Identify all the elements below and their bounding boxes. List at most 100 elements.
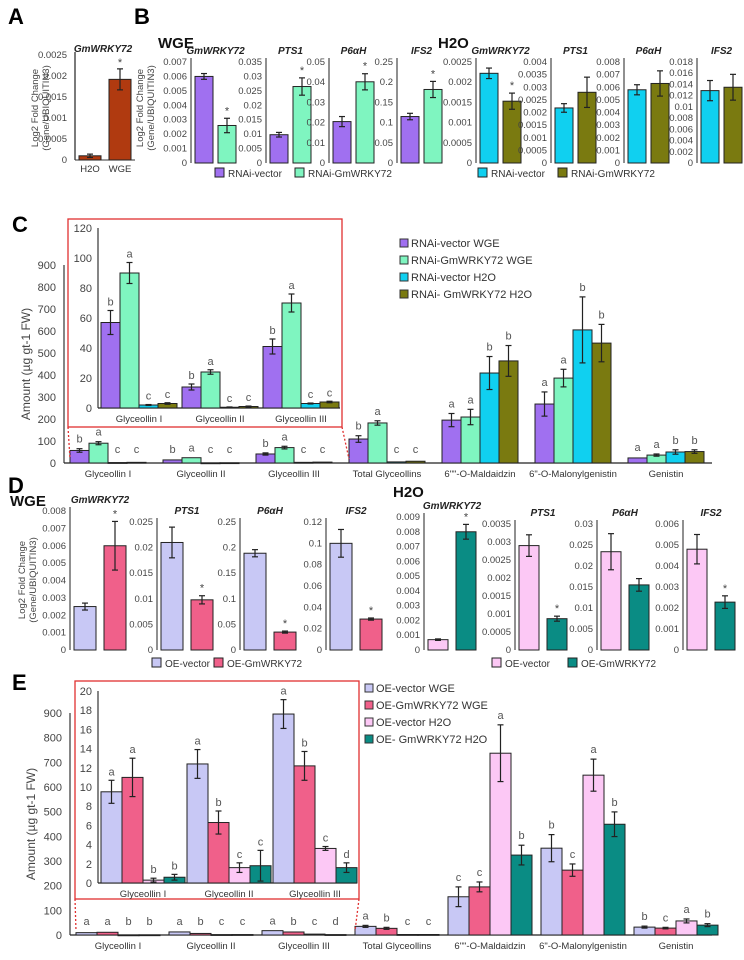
panel-d-h2o-gmwrky72-significance-mark: * bbox=[464, 511, 469, 523]
panel-c-significance-letter: a bbox=[281, 431, 288, 443]
panel-c-inset-bar bbox=[281, 302, 302, 409]
panel-b-wge-ifs2-ytick: 0.2 bbox=[380, 77, 393, 88]
panel-b-h2o-p6αh-ytick: 0.004 bbox=[596, 108, 620, 119]
panel-c-inset-significance-letter: c bbox=[146, 391, 152, 403]
panel-e-significance-letter: c bbox=[570, 849, 576, 861]
panel-a-ytick: 0 bbox=[62, 155, 67, 166]
panel-d-wge-gmwrky72-ytick: 0.008 bbox=[42, 506, 66, 517]
panel-e-significance-letter: c bbox=[456, 872, 462, 884]
panel-c-significance-letter: c bbox=[301, 444, 307, 456]
panel-c-bar bbox=[367, 422, 388, 464]
panel-d-wge-p6αh-ytick: 0.15 bbox=[218, 568, 237, 579]
panel-b-wge-pts1-significance-mark: * bbox=[300, 65, 305, 77]
panel-b-h2o-pts1-ytick: 0.003 bbox=[523, 82, 547, 93]
panel-b-wge-pts1-ytick: 0.025 bbox=[238, 86, 262, 97]
panel-label-d: D bbox=[8, 473, 24, 498]
panel-b-h2o-gmwrky72-significance-mark: * bbox=[510, 80, 515, 92]
panel-c-inset-significance-letter: a bbox=[126, 249, 133, 261]
panel-d-h2o-ifs2-ytick: 0.005 bbox=[655, 540, 679, 551]
panel-b-legend-label: RNAi-GmWRKY72 bbox=[308, 169, 392, 180]
panel-c-inset-significance-letter: c bbox=[327, 387, 333, 399]
panel-b-h2o-pts1-ytick: 0.0015 bbox=[518, 120, 547, 131]
panel-b-h2o-p6αh-ytick: 0.007 bbox=[596, 70, 620, 81]
panel-c-significance-letter: b bbox=[486, 342, 492, 354]
panel-b-wge-pts1-bar bbox=[269, 134, 289, 164]
panel-b-wge-gmwrky72-ytick: 0.003 bbox=[163, 115, 187, 126]
panel-c-bar bbox=[627, 457, 648, 464]
panel-b-h2o-pts1-ytick: 0.0035 bbox=[518, 70, 547, 81]
panel-e-inset-bar bbox=[186, 763, 209, 884]
panel-b-wge-ifs2-bar bbox=[423, 88, 443, 164]
panel-d-wge-gmwrky72-gene-title: GmWRKY72 bbox=[71, 495, 130, 506]
condition-label-d-h2o: H2O bbox=[393, 484, 424, 501]
panel-d-h2o-p6αh-ytick: 0.03 bbox=[575, 519, 594, 530]
panel-c-inset-ytick: 60 bbox=[80, 313, 92, 325]
panel-b-wge-gmwrky72-ytick: 0.006 bbox=[163, 71, 187, 82]
panel-d-wge-pts1-gene-title: PTS1 bbox=[174, 506, 199, 517]
panel-d-wge-pts1-ytick: 0.005 bbox=[129, 619, 153, 630]
panel-c-ytick: 200 bbox=[38, 414, 56, 426]
panel-e-ytick: 0 bbox=[56, 930, 62, 942]
panel-d-h2o-gmwrky72-bar bbox=[455, 531, 477, 651]
panel-b-h2o-ifs2-ytick: 0.002 bbox=[669, 147, 693, 158]
panel-e-inset-ytick: 10 bbox=[80, 782, 92, 794]
panel-d-h2o-pts1-significance-mark: * bbox=[555, 603, 560, 615]
panel-d-h2o-pts1-ytick: 0.001 bbox=[487, 609, 511, 620]
panel-c-inset-xtick: Glyceollin I bbox=[116, 414, 162, 425]
panel-d-wge-p6αh-ytick: 0.1 bbox=[223, 594, 236, 605]
panel-b-wge-p6αh-bar bbox=[355, 81, 375, 164]
panel-label-c: C bbox=[12, 212, 28, 237]
panel-d-y-axis-label: Log2 Fold Change(Gene/UBIQUITIN3) bbox=[17, 537, 39, 623]
panel-c-bar bbox=[88, 442, 109, 464]
panel-d-wge-ifs2-ytick: 0.12 bbox=[304, 517, 323, 528]
panel-d-wge-ifs2-bar bbox=[329, 542, 353, 651]
panel-b-h2o-ifs2-ytick: 0.014 bbox=[669, 79, 693, 90]
panel-d-wge-gmwrky72-bar bbox=[73, 606, 97, 651]
panel-c-legend-label: RNAi-vector WGE bbox=[411, 238, 500, 250]
panel-d-h2o-gmwrky72-bar bbox=[427, 639, 449, 651]
panel-e-significance-letter: b bbox=[641, 911, 647, 923]
panel-d-h2o-pts1-ytick: 0.0015 bbox=[482, 591, 511, 602]
panel-b-h2o-pts1-ytick: 0.004 bbox=[523, 57, 547, 68]
panel-e-bar bbox=[561, 869, 584, 936]
panel-d-legend-swatch bbox=[567, 657, 578, 668]
panel-d-h2o-ifs2-significance-mark: * bbox=[723, 583, 728, 595]
panel-c-legend-label: RNAi-vector H2O bbox=[411, 272, 496, 284]
panel-b-wge-p6αh-ytick: 0.04 bbox=[307, 77, 326, 88]
panel-e-inset-significance-letter: a bbox=[280, 686, 287, 698]
panel-c-bar bbox=[200, 462, 221, 465]
panel-c-inset-ytick: 120 bbox=[74, 223, 92, 235]
panel-e-inset-significance-letter: c bbox=[258, 836, 264, 848]
panel-b-wge-gmwrky72-ytick: 0.001 bbox=[163, 144, 187, 155]
condition-label-b-h2o: H2O bbox=[438, 35, 469, 52]
panel-e-significance-letter: a bbox=[590, 744, 597, 756]
panel-c-ytick: 100 bbox=[38, 436, 56, 448]
panel-d-h2o-pts1-ytick: 0.0025 bbox=[482, 555, 511, 566]
panel-d-h2o-pts1-ytick: 0.0005 bbox=[482, 627, 511, 638]
panel-c-significance-letter: a bbox=[653, 439, 660, 451]
panel-d-h2o-ifs2-ytick: 0.004 bbox=[655, 561, 679, 572]
panel-d-wge-pts1-bar bbox=[190, 599, 214, 651]
panel-c-inset-bar bbox=[119, 272, 140, 409]
panel-c-bar bbox=[162, 459, 183, 464]
panel-d-wge-gmwrky72-ytick: 0.007 bbox=[42, 523, 66, 534]
panel-c-significance-letter: a bbox=[560, 354, 567, 366]
panel-c-significance-letter: b bbox=[579, 282, 585, 294]
panel-d-h2o-p6αh-ytick: 0.01 bbox=[575, 603, 594, 614]
panel-e-bar bbox=[96, 931, 119, 936]
panel-e-significance-letter: a bbox=[362, 910, 369, 922]
panel-e-bar bbox=[261, 930, 284, 936]
panel-d-h2o-ifs2-bar bbox=[714, 601, 736, 651]
panel-e-inset-ytick: 18 bbox=[80, 705, 92, 717]
panel-d-legend-swatch bbox=[491, 657, 502, 668]
panel-a-ytick: 0.0015 bbox=[38, 92, 67, 103]
panel-b-wge-ifs2-bar bbox=[400, 116, 420, 164]
panel-b-wge-gmwrky72-ytick: 0.007 bbox=[163, 57, 187, 68]
panel-e-inset-significance-letter: d bbox=[343, 849, 349, 861]
panel-d-wge-pts1-ytick: 0.015 bbox=[129, 568, 153, 579]
panel-e-bar bbox=[75, 932, 98, 936]
panel-d-wge-pts1-ytick: 0.01 bbox=[135, 594, 154, 605]
panel-a-bar bbox=[108, 78, 132, 161]
panel-d-h2o-ifs2-gene-title: IFS2 bbox=[700, 508, 722, 519]
panel-e-legend-swatch bbox=[364, 717, 374, 727]
